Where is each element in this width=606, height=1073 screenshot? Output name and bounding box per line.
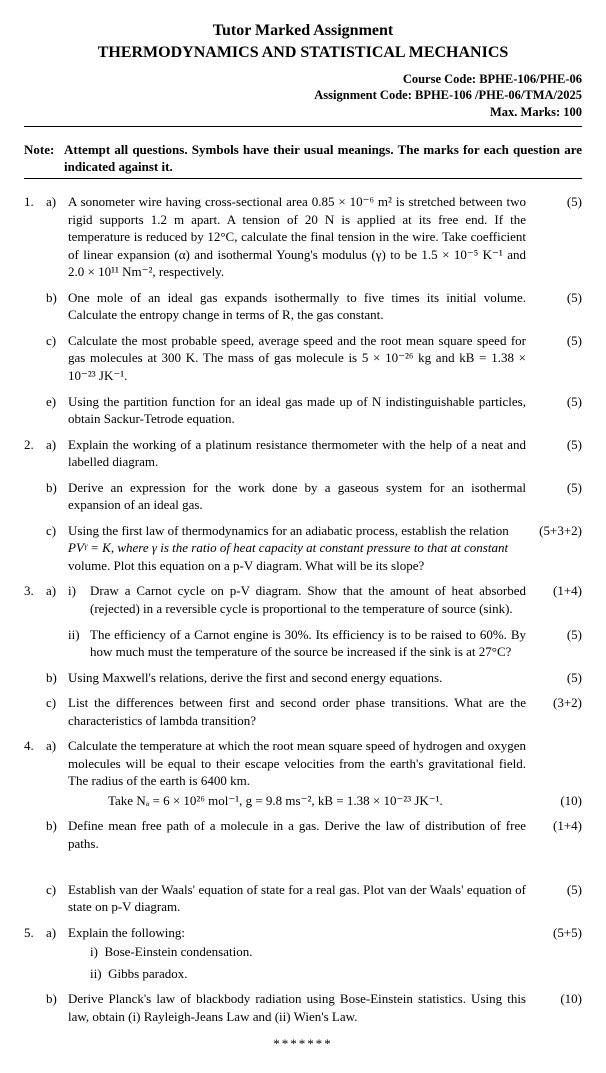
q2c-line3: volume. Plot this equation on a p-V diag…: [68, 558, 424, 573]
q-text: Using the partition function for an idea…: [68, 393, 532, 428]
q-marks: (5): [532, 669, 582, 687]
q-text: Using the first law of thermodynamics fo…: [68, 522, 532, 575]
q-text: List the differences between first and s…: [68, 694, 532, 729]
q-text: The efficiency of a Carnot engine is 30%…: [90, 626, 532, 661]
q2c: c) Using the first law of thermodynamics…: [24, 522, 582, 575]
q-text: Define mean free path of a molecule in a…: [68, 817, 532, 852]
end-stars: *******: [24, 1035, 582, 1053]
q-text: One mole of an ideal gas expands isother…: [68, 289, 532, 324]
q-part: a): [46, 193, 68, 281]
q-part: a): [46, 924, 68, 942]
q-part: a): [46, 737, 68, 790]
q-part: b): [46, 479, 68, 514]
q-text: Derive an expression for the work done b…: [68, 479, 532, 514]
course-code: Course Code: BPHE-106/PHE-06: [24, 71, 582, 87]
q-marks: (5): [532, 436, 582, 471]
q-sub: i): [68, 582, 90, 617]
q2c-line2: PVᵞ = K, where γ is the ratio of heat ca…: [68, 540, 508, 555]
q3b: b) Using Maxwell's relations, derive the…: [24, 669, 582, 687]
q1b: b) One mole of an ideal gas expands isot…: [24, 289, 582, 324]
q2b: b) Derive an expression for the work don…: [24, 479, 582, 514]
rule-top: [24, 126, 582, 127]
q-part: e): [46, 393, 68, 428]
q-marks: (5+3+2): [532, 522, 582, 575]
note-row: Note: Attempt all questions. Symbols hav…: [24, 141, 582, 176]
q-sub: ii): [68, 626, 90, 661]
q-marks: (5): [532, 332, 582, 385]
q5b: b) Derive Planck's law of blackbody radi…: [24, 990, 582, 1025]
q-marks: (5): [532, 289, 582, 324]
q-part: c): [46, 881, 68, 916]
q-text: Derive Planck's law of blackbody radiati…: [68, 990, 532, 1025]
q5a-i: i) Bose-Einstein condensation.: [90, 943, 582, 961]
q5a-i-text: Bose-Einstein condensation.: [104, 944, 252, 959]
q4c: c) Establish van der Waals' equation of …: [24, 881, 582, 916]
note-label: Note:: [24, 141, 64, 176]
q-text: Using Maxwell's relations, derive the fi…: [68, 669, 532, 687]
q-text: Establish van der Waals' equation of sta…: [68, 881, 532, 916]
q5a-ii-text: Gibbs paradox.: [108, 966, 187, 981]
q-marks: (5): [532, 193, 582, 281]
doc-title-2: THERMODYNAMICS AND STATISTICAL MECHANICS: [24, 42, 582, 64]
q3a-i: 3. a) i) Draw a Carnot cycle on p-V diag…: [24, 582, 582, 617]
q3a-ii: ii) The efficiency of a Carnot engine is…: [24, 626, 582, 661]
q-text: Explain the following:: [68, 924, 532, 942]
q-marks: (3+2): [532, 694, 582, 729]
q-number: 3.: [24, 582, 46, 617]
note-text: Attempt all questions. Symbols have thei…: [64, 141, 582, 176]
q4b: b) Define mean free path of a molecule i…: [24, 817, 582, 852]
q5a: 5. a) Explain the following: (5+5): [24, 924, 582, 942]
doc-title-1: Tutor Marked Assignment: [24, 20, 582, 42]
q-part: b): [46, 990, 68, 1025]
q5a-ii: ii) Gibbs paradox.: [90, 965, 582, 983]
q-marks: (5+5): [532, 924, 582, 942]
q-part: c): [46, 332, 68, 385]
q2c-line1: Using the first law of thermodynamics fo…: [68, 523, 509, 538]
q4a: 4. a) Calculate the temperature at which…: [24, 737, 582, 790]
q-part: b): [46, 289, 68, 324]
q-marks: (1+4): [532, 582, 582, 617]
q3c: c) List the differences between first an…: [24, 694, 582, 729]
q-marks: (10): [532, 792, 582, 810]
q-number: 2.: [24, 436, 46, 471]
q-part: a): [46, 582, 68, 617]
q-part: c): [46, 522, 68, 575]
q-number: 4.: [24, 737, 46, 790]
q-marks: (10): [532, 990, 582, 1025]
q1e: e) Using the partition function for an i…: [24, 393, 582, 428]
q-number: 1.: [24, 193, 46, 281]
q-marks: (5): [532, 479, 582, 514]
q-marks: (5): [532, 393, 582, 428]
q-text: Calculate the most probable speed, avera…: [68, 332, 532, 385]
q-marks: (1+4): [532, 817, 582, 852]
rule-under-note: [24, 178, 582, 179]
q4a-constants: Take Nₐ = 6 × 10²⁶ mol⁻¹, g = 9.8 ms⁻², …: [68, 792, 532, 810]
q-text: Calculate the temperature at which the r…: [68, 737, 532, 790]
q-number: 5.: [24, 924, 46, 942]
q-marks: (5): [532, 881, 582, 916]
q1c: c) Calculate the most probable speed, av…: [24, 332, 582, 385]
q2a: 2. a) Explain the working of a platinum …: [24, 436, 582, 471]
header-meta: Course Code: BPHE-106/PHE-06 Assignment …: [24, 71, 582, 120]
q-marks: (5): [532, 626, 582, 661]
q-text: Explain the working of a platinum resist…: [68, 436, 532, 471]
max-marks: Max. Marks: 100: [24, 104, 582, 120]
q-text: Draw a Carnot cycle on p-V diagram. Show…: [90, 582, 532, 617]
q-part: a): [46, 436, 68, 471]
assignment-code: Assignment Code: BPHE-106 /PHE-06/TMA/20…: [24, 87, 582, 103]
q-part: c): [46, 694, 68, 729]
q-text: A sonometer wire having cross-sectional …: [68, 193, 532, 281]
q1a: 1. a) A sonometer wire having cross-sect…: [24, 193, 582, 281]
q-part: b): [46, 669, 68, 687]
q-part: b): [46, 817, 68, 852]
q4a-formula: Take Nₐ = 6 × 10²⁶ mol⁻¹, g = 9.8 ms⁻², …: [24, 792, 582, 810]
